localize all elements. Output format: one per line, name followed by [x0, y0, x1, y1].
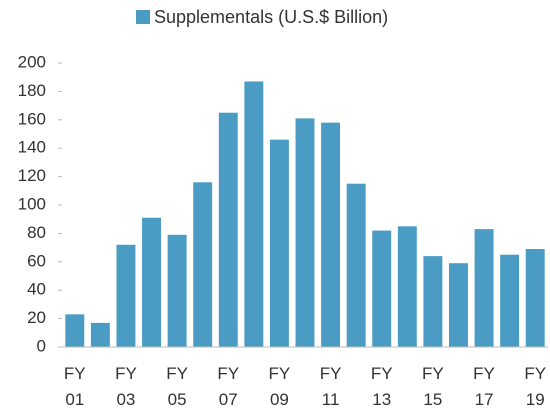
bar [449, 263, 468, 347]
y-tick-label: 40 [27, 280, 46, 299]
bar [372, 230, 392, 347]
bar [65, 314, 85, 347]
x-tick-label: FY 13 [370, 364, 393, 409]
y-tick-label: 120 [18, 166, 46, 185]
bar [474, 229, 494, 347]
y-tick-label: 200 [18, 52, 46, 71]
y-tick-label: 80 [27, 223, 46, 242]
bar [142, 217, 161, 347]
bar [244, 81, 264, 348]
bar [525, 249, 545, 347]
bar [321, 122, 341, 347]
x-tick-label: FY 01 [63, 364, 86, 409]
y-tick-label: 60 [27, 251, 46, 270]
y-tick-label: 0 [37, 336, 46, 355]
x-tick-label: FY 17 [473, 364, 495, 409]
bar [90, 322, 110, 347]
y-tick-label: 140 [18, 138, 46, 157]
x-tick-label: FY 11 [319, 364, 342, 409]
legend-swatch [136, 10, 150, 24]
bar [193, 182, 213, 347]
bar [218, 112, 238, 347]
y-tick-label: 20 [27, 308, 46, 327]
x-tick-label: FY 19 [524, 364, 547, 409]
bar [167, 234, 187, 347]
bar [397, 226, 417, 347]
x-tick-label: FY 09 [268, 364, 291, 409]
bar [295, 118, 315, 347]
x-tick-label: FY 07 [217, 364, 240, 409]
y-tick-label: 100 [18, 194, 46, 213]
bar [269, 139, 289, 347]
x-tick-label: FY 15 [422, 364, 444, 409]
bar [346, 183, 366, 347]
x-tick-label: FY 03 [115, 364, 137, 409]
bar [116, 244, 136, 347]
bar [500, 254, 520, 347]
x-tick-label: FY 05 [166, 364, 188, 409]
bar [423, 256, 443, 347]
y-tick-label: 160 [18, 109, 46, 128]
y-tick-label: 180 [18, 81, 46, 100]
legend-label: Supplementals (U.S.$ Billion) [154, 7, 388, 27]
